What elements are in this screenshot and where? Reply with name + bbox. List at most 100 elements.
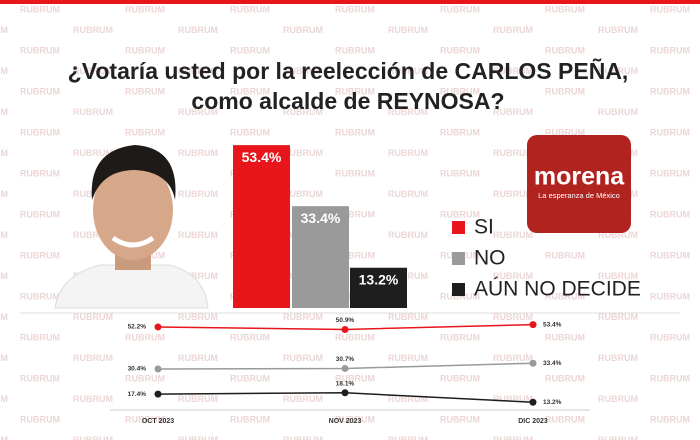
watermark: RUBRUM xyxy=(493,271,533,281)
point xyxy=(529,321,537,329)
watermark: RUBRUM xyxy=(20,4,60,14)
watermark: RUBRUM xyxy=(178,353,218,363)
watermark: RUBRUM xyxy=(440,414,480,424)
point xyxy=(341,325,349,333)
watermark: RUBRUM xyxy=(230,45,270,55)
x-tick-label: DIC 2023 xyxy=(518,418,548,425)
point xyxy=(529,398,537,406)
watermark: RUBRUM xyxy=(20,291,60,301)
watermark: RUBRUM xyxy=(178,435,218,440)
watermark: RUBRUM xyxy=(335,4,375,14)
watermark: RUBRUM xyxy=(388,148,428,158)
watermark: RUBRUM xyxy=(20,332,60,342)
watermark: RUBRUM xyxy=(178,230,218,240)
legend-swatch xyxy=(452,221,465,234)
watermark: RUBRUM xyxy=(73,394,113,404)
watermark: RUBRUM xyxy=(598,353,638,363)
watermark: RUBRUM xyxy=(545,45,585,55)
watermark: RUBRUM xyxy=(440,291,480,301)
portrait xyxy=(54,145,209,309)
watermark: RUBRUM xyxy=(125,373,165,383)
bar-label: 33.4% xyxy=(301,210,341,226)
watermark: RUBRUM xyxy=(493,66,533,76)
point-label: 30.7% xyxy=(336,356,355,363)
watermark: RUBRUM xyxy=(230,373,270,383)
bar xyxy=(350,267,407,308)
watermark: RUBRUM xyxy=(598,66,638,76)
watermark: RUBRUM xyxy=(335,373,375,383)
watermark: RUBRUM xyxy=(283,148,323,158)
watermark: RUBRUM xyxy=(0,230,8,240)
point xyxy=(154,323,162,331)
watermark: RUBRUM xyxy=(283,107,323,117)
point-label: 18.1% xyxy=(336,380,355,387)
watermark: RUBRUM xyxy=(440,168,480,178)
watermark: RUBRUM xyxy=(335,414,375,424)
watermark: RUBRUM xyxy=(335,250,375,260)
watermark: RUBRUM xyxy=(283,435,323,440)
watermark: RUBRUM xyxy=(440,4,480,14)
watermark: RUBRUM xyxy=(73,435,113,440)
watermark: RUBRUM xyxy=(388,230,428,240)
point-label: 52.2% xyxy=(128,324,147,331)
watermark: RUBRUM xyxy=(20,373,60,383)
watermark: RUBRUM xyxy=(388,189,428,199)
logo: morena La esperanza de México xyxy=(527,135,631,233)
watermark: RUBRUM xyxy=(178,148,218,158)
watermark: RUBRUM xyxy=(125,86,165,96)
watermark: RUBRUM xyxy=(125,4,165,14)
watermark: RUBRUM xyxy=(178,271,218,281)
legend-label: NO xyxy=(474,247,506,270)
watermark: RUBRUM xyxy=(598,25,638,35)
watermark: RUBRUM xyxy=(388,435,428,440)
watermark: RUBRUM xyxy=(388,271,428,281)
watermark: RUBRUM xyxy=(493,25,533,35)
watermark: RUBRUM xyxy=(230,414,270,424)
x-tick-label: NOV 2023 xyxy=(329,418,362,425)
watermark: RUBRUM xyxy=(73,66,113,76)
watermark: RUBRUM xyxy=(545,373,585,383)
watermark: RUBRUM xyxy=(283,189,323,199)
legend-label: SI xyxy=(474,216,494,239)
watermark: RUBRUM xyxy=(493,312,533,322)
watermark: RUBRUM xyxy=(598,271,638,281)
watermark: RUBRUM xyxy=(493,353,533,363)
watermark: RUBRUM xyxy=(0,271,8,281)
watermark: RUBRUM xyxy=(20,168,60,178)
watermark: RUBRUM xyxy=(125,332,165,342)
point xyxy=(154,390,162,398)
watermark: RUBRUM xyxy=(650,250,690,260)
watermark: RUBRUM xyxy=(598,435,638,440)
watermark: RUBRUM xyxy=(650,332,690,342)
watermark: RUBRUM xyxy=(73,312,113,322)
title-line: ¿Votaría usted por la reelección de CARL… xyxy=(68,57,629,84)
watermark: RUBRUM xyxy=(335,168,375,178)
point-label: 13.2% xyxy=(543,399,562,406)
watermark: RUBRUM xyxy=(178,107,218,117)
watermark: RUBRUM xyxy=(335,86,375,96)
watermark: RUBRUM xyxy=(283,25,323,35)
watermark: RUBRUM xyxy=(493,189,533,199)
watermark: RUBRUM xyxy=(440,373,480,383)
watermark: RUBRUM xyxy=(545,291,585,301)
watermark: RUBRUM xyxy=(388,66,428,76)
point-label: 53.4% xyxy=(543,321,562,328)
bar xyxy=(292,206,349,308)
watermark: RUBRUM xyxy=(283,394,323,404)
watermark: RUBRUM xyxy=(230,86,270,96)
watermark-layer: RUBRUM RUBRUM RUBRUM RUBRUM RUBRUM RUBRUM RUBR… xyxy=(0,4,690,440)
watermark: RUBRUM xyxy=(650,45,690,55)
watermark: RUBRUM xyxy=(440,209,480,219)
watermark: RUBRUM xyxy=(283,353,323,363)
watermark: RUBRUM xyxy=(73,25,113,35)
watermark: RUBRUM xyxy=(598,230,638,240)
watermark: RUBRUM xyxy=(73,107,113,117)
watermark: RUBRUM xyxy=(0,25,8,35)
watermark: RUBRUM xyxy=(493,148,533,158)
watermark: RUBRUM xyxy=(20,209,60,219)
watermark: RUBRUM xyxy=(598,394,638,404)
watermark: RUBRUM xyxy=(178,394,218,404)
title-line: como alcalde de REYNOSA? xyxy=(191,88,504,114)
watermark: RUBRUM xyxy=(650,168,690,178)
